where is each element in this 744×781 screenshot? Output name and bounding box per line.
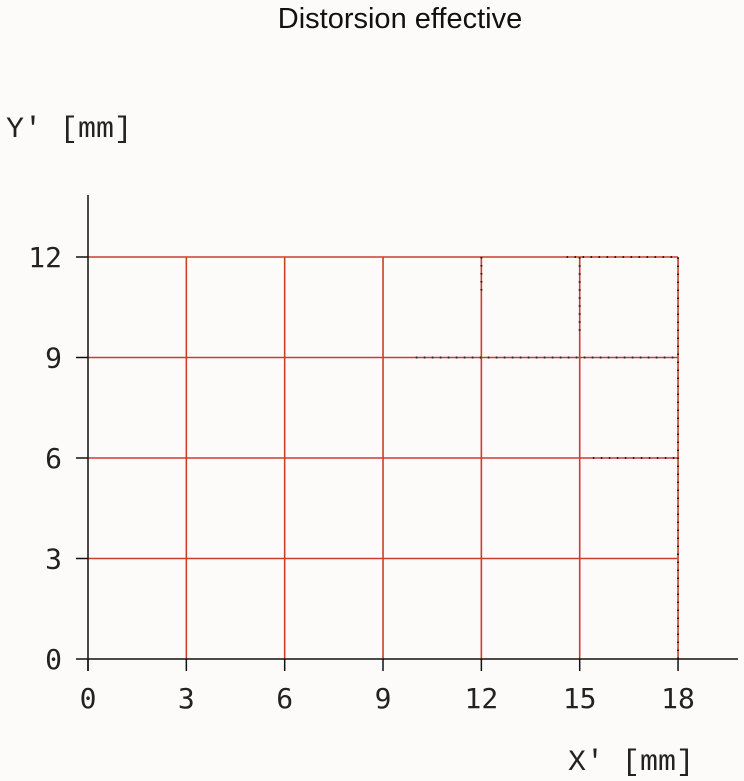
x-tick-label-6: 6 — [276, 682, 293, 715]
y-tick-label-3: 3 — [45, 543, 62, 576]
x-tick-label-15: 15 — [563, 682, 597, 715]
x-tick-label-3: 3 — [178, 682, 195, 715]
chart-title: Distorsion effective — [278, 3, 522, 35]
x-tick-label-9: 9 — [375, 682, 392, 715]
y-tick-label-6: 6 — [45, 442, 62, 475]
y-tick-label-0: 0 — [45, 643, 62, 676]
x-tick-label-0: 0 — [80, 682, 97, 715]
x-tick-label-18: 18 — [661, 682, 695, 715]
y-tick-label-9: 9 — [45, 342, 62, 375]
x-tick-label-12: 12 — [465, 682, 499, 715]
y-tick-label-12: 12 — [28, 241, 62, 274]
y-axis-label: Y' [mm] — [6, 113, 132, 147]
x-axis-label: X' [mm] — [568, 746, 694, 780]
